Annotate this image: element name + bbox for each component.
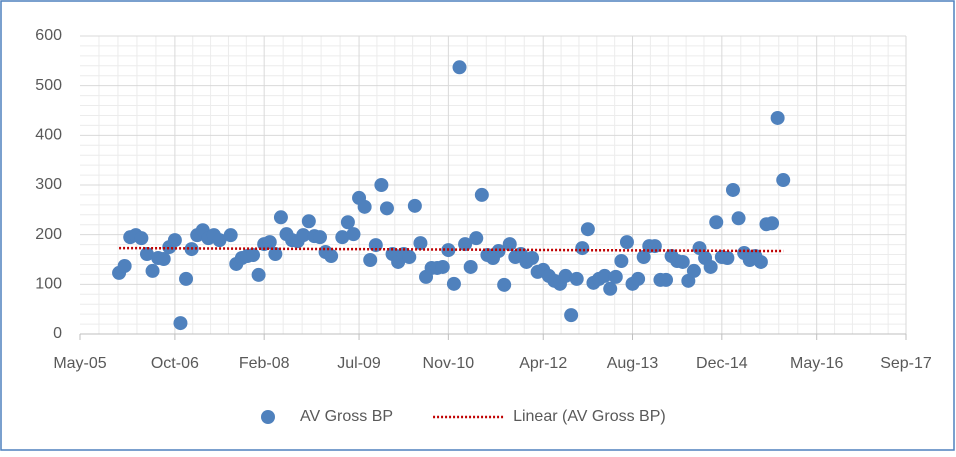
point <box>379 201 394 216</box>
point <box>753 254 768 269</box>
point <box>340 215 355 230</box>
point <box>463 259 478 274</box>
point <box>569 271 584 286</box>
trend-line <box>119 246 784 253</box>
point <box>402 250 417 265</box>
point <box>580 222 595 237</box>
legend-label: Linear (AV Gross BP) <box>513 408 666 425</box>
point <box>776 173 791 188</box>
point <box>619 235 634 250</box>
point <box>765 216 780 231</box>
point <box>167 233 182 248</box>
point <box>770 110 785 125</box>
y-tick-label: 200 <box>35 226 62 243</box>
point <box>179 271 194 286</box>
point <box>324 249 339 264</box>
point <box>346 227 361 242</box>
y-tick-label: 300 <box>35 176 62 193</box>
x-tick-label: Aug-13 <box>607 355 659 372</box>
point <box>223 228 238 243</box>
point <box>564 308 579 323</box>
y-tick-label: 400 <box>35 127 62 144</box>
point <box>312 230 327 245</box>
legend-marker <box>261 410 275 424</box>
point <box>407 198 422 213</box>
point <box>525 251 540 266</box>
x-tick-label: Dec-14 <box>696 355 748 372</box>
point <box>273 210 288 225</box>
point <box>497 277 512 292</box>
point <box>725 182 740 197</box>
y-tick-label: 500 <box>35 77 62 94</box>
x-tick-label: May-05 <box>53 355 106 372</box>
point <box>558 268 573 283</box>
point <box>212 233 227 248</box>
point <box>474 187 489 202</box>
point <box>145 263 160 278</box>
point <box>703 259 718 274</box>
point <box>413 236 428 251</box>
point <box>502 237 517 252</box>
x-tick-label: Apr-12 <box>519 355 567 372</box>
x-tick-label: Sep-17 <box>880 355 932 372</box>
legend-label: AV Gross BP <box>300 408 393 425</box>
point <box>296 228 311 243</box>
point <box>636 250 651 265</box>
point <box>720 251 735 266</box>
point <box>363 252 378 267</box>
point <box>357 199 372 214</box>
point <box>374 178 389 192</box>
point <box>469 231 484 246</box>
point <box>268 247 283 262</box>
point <box>335 230 350 245</box>
x-tick-label: Jul-09 <box>337 355 381 372</box>
point <box>614 253 629 268</box>
point <box>491 244 506 259</box>
point <box>156 252 171 267</box>
point <box>173 316 188 331</box>
y-tick-label: 0 <box>53 325 62 342</box>
point <box>686 263 701 278</box>
point <box>575 241 590 256</box>
point <box>603 281 618 296</box>
point <box>301 214 316 229</box>
point <box>435 259 450 274</box>
y-tick-label: 100 <box>35 276 62 293</box>
point <box>251 267 266 282</box>
x-tick-label: May-16 <box>790 355 843 372</box>
point <box>117 258 132 273</box>
y-tick-label: 600 <box>35 27 62 44</box>
point <box>709 215 724 230</box>
point <box>608 269 623 284</box>
point <box>458 237 473 252</box>
x-tick-label: Feb-08 <box>239 355 290 372</box>
point <box>659 272 674 287</box>
x-tick-label: Nov-10 <box>423 355 475 372</box>
point <box>246 248 261 263</box>
point <box>631 271 646 286</box>
x-tick-label: Oct-06 <box>151 355 199 372</box>
point <box>134 231 149 246</box>
point <box>731 211 746 226</box>
point <box>139 247 154 262</box>
point <box>452 60 467 75</box>
point <box>675 254 690 269</box>
point <box>446 276 461 291</box>
point <box>597 268 612 283</box>
point <box>262 235 277 250</box>
